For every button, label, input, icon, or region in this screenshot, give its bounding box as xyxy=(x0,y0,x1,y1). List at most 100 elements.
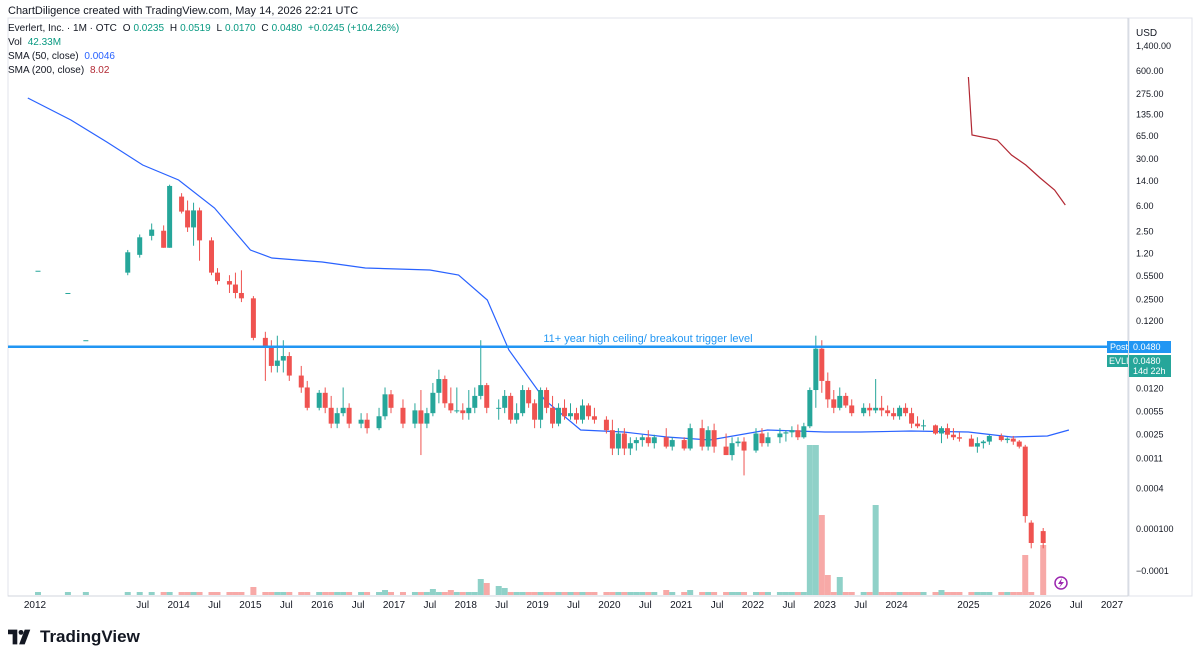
volume-bar xyxy=(705,592,712,595)
volume-bar xyxy=(633,592,640,595)
legend-open: 0.0235 xyxy=(133,23,165,34)
price-tick-label: 14.00 xyxy=(1136,176,1159,186)
price-tick-label: 0.2500 xyxy=(1136,294,1164,304)
candle-body xyxy=(250,298,256,338)
candle-body xyxy=(364,419,370,429)
volume-bar xyxy=(938,590,945,595)
candle-body xyxy=(956,437,962,439)
candle-body xyxy=(921,425,927,427)
candle-body xyxy=(568,413,574,417)
volume-bar xyxy=(567,592,574,595)
legend-low-label: L xyxy=(216,23,223,34)
volume-bar xyxy=(417,592,424,595)
volume-bar xyxy=(543,592,550,595)
candle-body xyxy=(980,441,986,444)
candle-body xyxy=(478,385,484,396)
chart-credit: ChartDiligence created with TradingView.… xyxy=(8,5,359,17)
price-tick-label: 0.5500 xyxy=(1136,271,1164,281)
candle-body xyxy=(903,407,909,414)
volume-bar xyxy=(687,590,694,595)
legend-symbol[interactable]: Everlert, Inc. · 1M · OTC xyxy=(8,23,117,34)
volume-bar xyxy=(435,592,442,595)
candle-body xyxy=(801,426,807,438)
candle-body xyxy=(472,395,478,408)
candle-body xyxy=(879,407,885,411)
candle-body xyxy=(197,210,203,241)
volume-bar xyxy=(519,592,526,595)
candle-body xyxy=(412,410,418,424)
volume-bar xyxy=(788,592,795,595)
candle-body xyxy=(83,340,89,342)
plot-border xyxy=(7,17,1129,597)
candle-body xyxy=(65,292,71,294)
volume-bar xyxy=(782,592,789,595)
volume-bar xyxy=(501,588,508,595)
legend-volume-row[interactable]: Vol 42.33M xyxy=(8,37,64,48)
candle-body xyxy=(968,438,974,447)
candle-body xyxy=(711,430,717,447)
legend-sma50-row[interactable]: SMA (50, close) 0.0046 xyxy=(8,51,118,62)
candle-body xyxy=(891,413,897,417)
lightning-glyph xyxy=(1058,578,1064,588)
volume-bar xyxy=(322,592,329,595)
volume-bar xyxy=(914,592,921,595)
volume-bar xyxy=(64,592,71,595)
legend-sma200: 8.02 xyxy=(89,65,110,76)
volume-bar xyxy=(681,592,688,595)
candle-body xyxy=(998,435,1004,441)
volume-bar xyxy=(280,592,287,595)
legend-change: +0.0245 (+104.26%) xyxy=(308,23,400,34)
candle-body xyxy=(286,356,292,376)
candle-body xyxy=(442,379,448,404)
candle-body xyxy=(759,433,765,444)
candle-body xyxy=(1004,438,1010,441)
candle-body xyxy=(334,413,340,424)
candle-body xyxy=(484,385,490,408)
price-chart[interactable]: 1,400.00 600.00 275.00 135.00 65.00 30.00 14.0… xyxy=(0,0,1200,620)
candle-body xyxy=(1016,441,1022,447)
volume-bar xyxy=(184,592,191,595)
candle-body xyxy=(466,407,472,414)
volume-bar xyxy=(411,592,418,595)
legend-sma200-row[interactable]: SMA (200, close) 8.02 xyxy=(8,65,112,76)
price-axis-panel xyxy=(1128,17,1193,597)
legend-close: 0.0480 xyxy=(271,23,303,34)
price-tick-label: 0.0025 xyxy=(1136,430,1164,440)
candle-body xyxy=(950,434,956,438)
post-price: 0.0480 xyxy=(1133,342,1161,352)
volume-bar xyxy=(483,583,490,595)
volume-bar xyxy=(950,592,957,595)
volume-bar xyxy=(627,592,634,595)
candle-body xyxy=(627,443,633,449)
volume-bar xyxy=(776,592,783,595)
price-tick-label: 30.00 xyxy=(1136,154,1159,164)
volume-bar xyxy=(136,592,143,595)
symbol-label-box xyxy=(1107,355,1128,367)
volume-bar xyxy=(160,592,167,595)
volume-bar xyxy=(621,592,628,595)
candle-body xyxy=(735,441,741,444)
candle-body xyxy=(1010,438,1016,442)
candle-body xyxy=(705,430,711,447)
volume-bar xyxy=(316,592,323,595)
volume-bar xyxy=(495,586,502,595)
volume-bar xyxy=(591,592,598,595)
volume-bar xyxy=(1010,592,1017,595)
candle-body xyxy=(179,196,185,212)
volume-bar xyxy=(250,587,257,595)
volume-bar xyxy=(148,592,155,595)
candle-body xyxy=(304,387,310,408)
candle-body xyxy=(454,410,460,412)
candle-body xyxy=(639,437,645,441)
candle-body xyxy=(669,440,675,447)
candle-body xyxy=(873,407,879,411)
candle-body xyxy=(538,390,544,420)
volume-bar xyxy=(423,592,430,595)
volume-bar xyxy=(1022,555,1029,595)
volume-bar xyxy=(830,592,837,595)
candle-body xyxy=(430,392,436,414)
volume-bar xyxy=(573,592,580,595)
volume-bar xyxy=(459,592,466,595)
candle-body xyxy=(544,390,550,408)
candle-body xyxy=(609,430,615,449)
